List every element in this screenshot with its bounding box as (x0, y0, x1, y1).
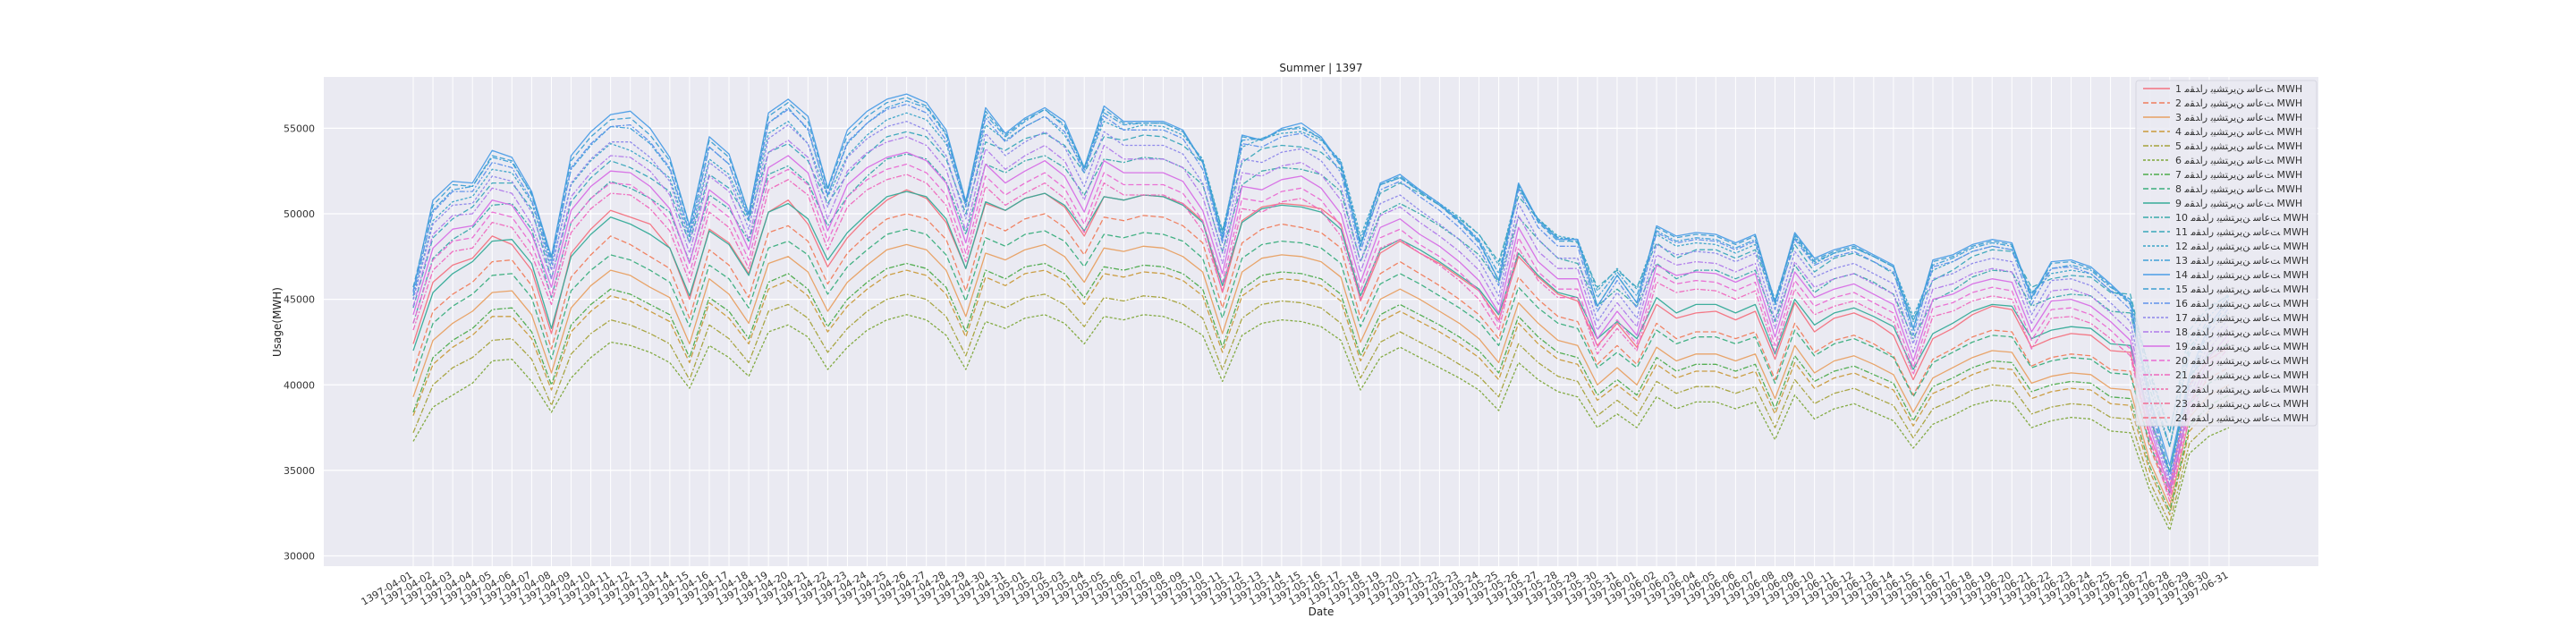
legend-label: ﺖﻋﺎﺳ ﻦﯾﺮﺘﺸﯿﺑ ﺭﺍﺪﻘﻣ 16 MWH (2175, 298, 2309, 309)
legend-box (2135, 80, 2318, 427)
series-line (412, 136, 2230, 487)
series-line (412, 151, 2230, 492)
x-axis-title: Date (1309, 606, 1335, 618)
legend-label: ﺖﻋﺎﺳ ﻦﯾﺮﺘﺸﯿﺑ ﺭﺍﺪﻘﻣ 7 MWH (2175, 169, 2302, 181)
legend-label: ﺖﻋﺎﺳ ﻦﯾﺮﺘﺸﯿﺑ ﺭﺍﺪﻘﻣ 21 MWH (2175, 369, 2309, 381)
legend-label: ﺖﻋﺎﺳ ﻦﯾﺮﺘﺸﯿﺑ ﺭﺍﺪﻘﻣ 1 MWH (2175, 83, 2302, 95)
legend-label: ﺖﻋﺎﺳ ﻦﯾﺮﺘﺸﯿﺑ ﺭﺍﺪﻘﻣ 18 MWH (2175, 326, 2309, 338)
series-line (412, 191, 2230, 473)
series-line (412, 213, 2230, 497)
legend-label: ﺖﻋﺎﺳ ﻦﯾﺮﺘﺸﯿﺑ ﺭﺍﺪﻘﻣ 4 MWH (2175, 126, 2302, 138)
legend-label: ﺖﻋﺎﺳ ﻦﯾﺮﺘﺸﯿﺑ ﺭﺍﺪﻘﻣ 3 MWH (2175, 112, 2302, 123)
series-line (412, 243, 2230, 507)
y-tick-label: 30000 (284, 551, 315, 563)
series-line (412, 314, 2230, 531)
legend-label: ﺖﻋﺎﺳ ﻦﯾﺮﺘﺸﯿﺑ ﺭﺍﺪﻘﻣ 6 MWH (2175, 155, 2302, 166)
y-tick-label: 35000 (284, 465, 315, 477)
series-line (412, 163, 2230, 497)
series-line (412, 174, 2230, 502)
legend-label: ﺖﻋﺎﺳ ﻦﯾﺮﺘﺸﯿﺑ ﺭﺍﺪﻘﻣ 19 MWH (2175, 341, 2309, 352)
x-tick-labels: 1397-04-011397-04-021397-04-031397-04-04… (360, 569, 2231, 607)
legend-label: ﺖﻋﺎﺳ ﻦﯾﺮﺘﺸﯿﺑ ﺭﺍﺪﻘﻣ 23 MWH (2175, 398, 2309, 410)
legend-label: ﺖﻋﺎﺳ ﻦﯾﺮﺘﺸﯿﺑ ﺭﺍﺪﻘﻣ 10 MWH (2175, 212, 2309, 224)
series-line (412, 228, 2230, 494)
legend-label: ﺖﻋﺎﺳ ﻦﯾﺮﺘﺸﯿﺑ ﺭﺍﺪﻘﻣ 11 MWH (2175, 226, 2309, 238)
series-line (412, 112, 2230, 432)
chart-title: Summer | 1397 (1279, 62, 1362, 74)
legend-label: ﺖﻋﺎﺳ ﻦﯾﺮﺘﺸﯿﺑ ﺭﺍﺪﻘﻣ 9 MWH (2175, 198, 2302, 209)
y-axis-title: Usage(MWH) (271, 287, 284, 357)
y-tick-label: 50000 (284, 208, 315, 220)
series-line (412, 293, 2230, 524)
legend-label: ﺖﻋﺎﺳ ﻦﯾﺮﺘﺸﯿﺑ ﺭﺍﺪﻘﻣ 14 MWH (2175, 269, 2309, 281)
legend-label: ﺖﻋﺎﺳ ﻦﯾﺮﺘﺸﯿﺑ ﺭﺍﺪﻘﻣ 22 MWH (2175, 384, 2309, 395)
series-line (412, 121, 2230, 482)
legend-label: ﺖﻋﺎﺳ ﻦﯾﺮﺘﺸﯿﺑ ﺭﺍﺪﻘﻣ 17 MWH (2175, 312, 2309, 324)
series-line (412, 189, 2230, 488)
series-line (412, 103, 2230, 479)
legend-label: ﺖﻋﺎﺳ ﻦﯾﺮﺘﺸﯿﺑ ﺭﺍﺪﻘﻣ 24 MWH (2175, 412, 2309, 424)
legend-label: ﺖﻋﺎﺳ ﻦﯾﺮﺘﺸﯿﺑ ﺭﺍﺪﻘﻣ 20 MWH (2175, 355, 2309, 367)
legend-label: ﺖﻋﺎﺳ ﻦﯾﺮﺘﺸﯿﺑ ﺭﺍﺪﻘﻣ 15 MWH (2175, 284, 2309, 295)
y-tick-label: 45000 (284, 294, 315, 306)
y-tick-labels: 30000 35000 40000 45000 50000 55000 (284, 123, 315, 562)
series-lines (412, 93, 2230, 531)
y-tick-label: 40000 (284, 379, 315, 391)
y-tick-label: 55000 (284, 123, 315, 134)
legend-label: ﺖﻋﺎﺳ ﻦﯾﺮﺘﺸﯿﺑ ﺭﺍﺪﻘﻣ 12 MWH (2175, 241, 2309, 252)
legend-label: ﺖﻋﺎﺳ ﻦﯾﺮﺘﺸﯿﺑ ﺭﺍﺪﻘﻣ 2 MWH (2175, 97, 2302, 109)
series-line (412, 269, 2230, 516)
series-line (412, 131, 2230, 434)
series-line (412, 262, 2230, 513)
legend-label: ﺖﻋﺎﺳ ﻦﯾﺮﺘﺸﯿﺑ ﺭﺍﺪﻘﻣ 13 MWH (2175, 255, 2309, 267)
legend-label: ﺖﻋﺎﺳ ﻦﯾﺮﺘﺸﯿﺑ ﺭﺍﺪﻘﻣ 8 MWH (2175, 183, 2302, 195)
legend-label: ﺖﻋﺎﺳ ﻦﯾﺮﺘﺸﯿﺑ ﺭﺍﺪﻘﻣ 5 MWH (2175, 140, 2302, 152)
legend: ﺖﻋﺎﺳ ﻦﯾﺮﺘﺸﯿﺑ ﺭﺍﺪﻘﻣ 1 MWH ﺖﻋﺎﺳ ﻦﯾﺮﺘﺸﯿﺑ ﺭﺍﺪ… (2135, 80, 2318, 427)
